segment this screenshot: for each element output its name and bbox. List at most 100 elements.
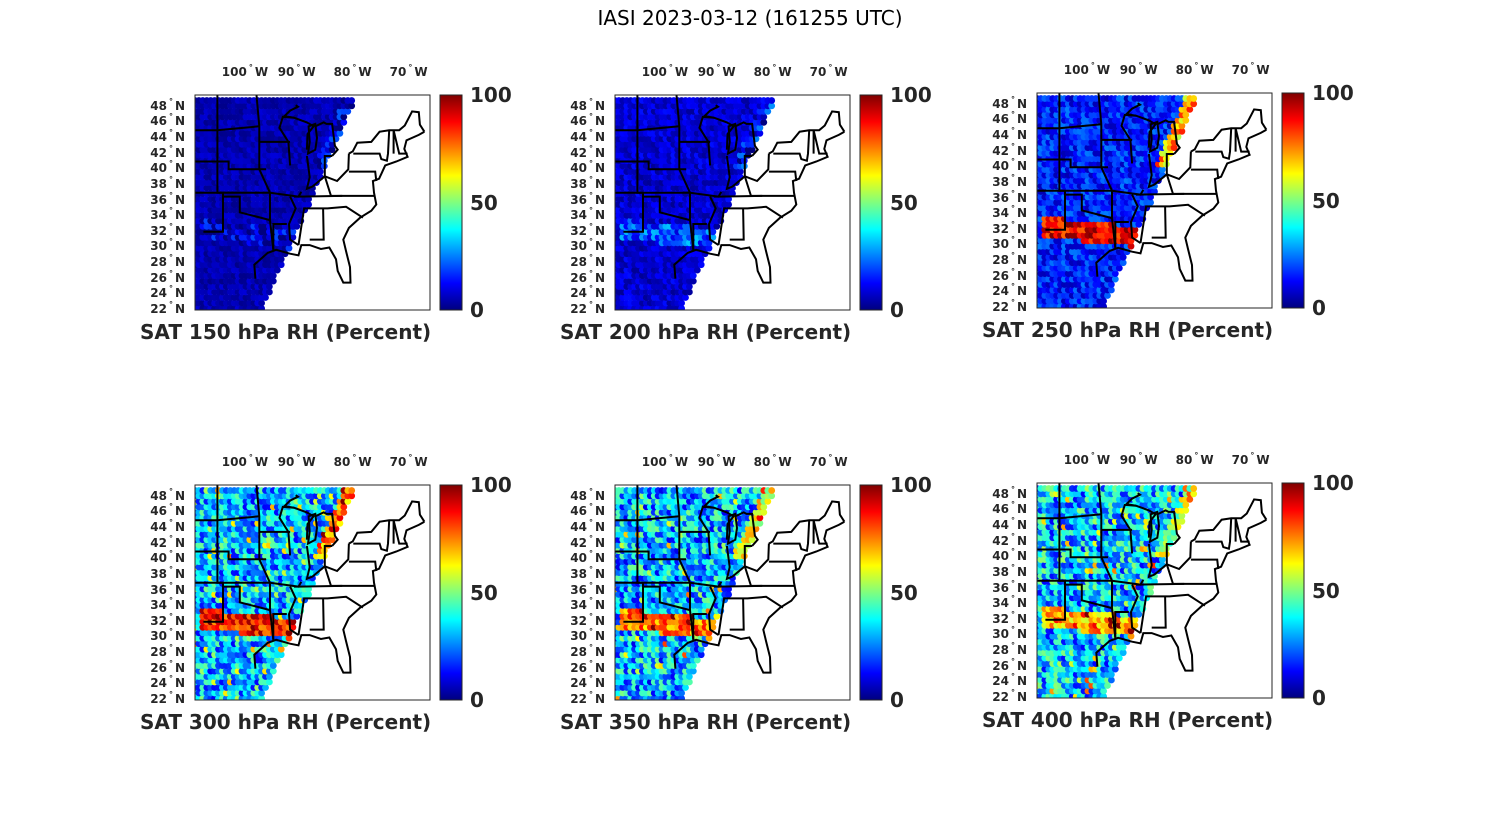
lat-tick-label: 38 ° N bbox=[570, 174, 605, 191]
lat-tick-label: 26 ° N bbox=[150, 658, 185, 675]
rh-footprint bbox=[1100, 303, 1107, 308]
lon-tick-label: 70 ° W bbox=[1231, 61, 1270, 77]
state-boundary bbox=[707, 196, 720, 246]
state-boundary bbox=[294, 191, 303, 198]
lat-tick-label: 40 ° N bbox=[150, 159, 185, 176]
lat-tick-label: 46 ° N bbox=[992, 110, 1027, 127]
rh-footprint bbox=[269, 277, 277, 285]
rh-footprint bbox=[689, 272, 697, 279]
lat-tick-label: 46 ° N bbox=[150, 502, 185, 519]
state-boundary bbox=[297, 595, 364, 636]
lat-tick-label: 22 ° N bbox=[992, 298, 1027, 314]
lat-tick-label: 36 ° N bbox=[570, 190, 605, 207]
rh-footprint bbox=[756, 124, 764, 132]
rh-footprint bbox=[756, 129, 764, 137]
figure-title: IASI 2023-03-12 (161255 UTC) bbox=[597, 6, 903, 30]
lat-tick-label: 32 ° N bbox=[570, 221, 605, 238]
rh-footprint bbox=[686, 283, 693, 290]
lat-tick-label: 44 ° N bbox=[150, 518, 185, 534]
map-panel-300: 100 ° W 90 ° W 80 ° W 70 ° W 48 ° N 46 ° N 44 ° N 42 ° N 40 ° N 38 °… bbox=[140, 450, 560, 770]
rh-footprint bbox=[340, 113, 348, 121]
state-boundary bbox=[309, 598, 325, 631]
rh-footprint bbox=[277, 261, 285, 269]
colorbar-tick-label: 100 bbox=[470, 83, 512, 107]
lat-tick-label: 22 ° N bbox=[150, 690, 185, 706]
lon-tick-label: 80 ° W bbox=[333, 453, 372, 469]
state-boundary bbox=[323, 155, 333, 177]
state-boundary bbox=[1151, 206, 1167, 239]
state-boundary bbox=[287, 196, 300, 246]
lat-tick-label: 30 ° N bbox=[150, 237, 185, 254]
lat-tick-label: 40 ° N bbox=[150, 549, 185, 566]
rh-footprint bbox=[305, 201, 312, 208]
rh-footprint bbox=[273, 266, 281, 274]
colorbar-tick-label: 100 bbox=[1312, 81, 1354, 105]
lat-tick-label: 34 ° N bbox=[992, 204, 1027, 221]
colorbar bbox=[859, 94, 883, 311]
lon-tick-label: 90 ° W bbox=[697, 63, 736, 79]
state-boundary bbox=[812, 129, 828, 155]
lat-tick-label: 28 ° N bbox=[150, 643, 185, 660]
lat-tick-label: 32 ° N bbox=[150, 611, 185, 628]
lat-tick-label: 22 ° N bbox=[570, 300, 605, 316]
rh-footprint bbox=[309, 190, 316, 197]
state-boundary bbox=[643, 195, 691, 222]
rh-footprint bbox=[760, 113, 768, 121]
rh-footprint bbox=[293, 222, 301, 230]
lat-tick-label: 46 ° N bbox=[570, 112, 605, 129]
rh-footprint bbox=[686, 288, 693, 296]
lat-tick-label: 42 ° N bbox=[150, 533, 185, 550]
state-boundary bbox=[272, 223, 287, 250]
state-boundary bbox=[223, 195, 271, 222]
map-frame bbox=[194, 94, 431, 311]
panel-title: SAT 150 hPa RH (Percent) bbox=[140, 320, 432, 344]
rh-footprint bbox=[348, 102, 356, 110]
lat-tick-label: 32 ° N bbox=[992, 219, 1027, 236]
rh-footprint bbox=[748, 146, 756, 154]
state-boundary bbox=[348, 170, 378, 182]
rh-footprint bbox=[258, 305, 265, 310]
state-boundary bbox=[1190, 168, 1220, 180]
colorbar-tick-label: 100 bbox=[470, 473, 512, 497]
state-boundary bbox=[729, 208, 745, 241]
map-panel-150: 100 ° W 90 ° W 80 ° W 70 ° W 48 ° N 46 ° N 44 ° N 42 ° N 40 ° N 38 °… bbox=[140, 60, 560, 380]
rh-footprint bbox=[768, 97, 776, 104]
lat-tick-label: 26 ° N bbox=[570, 268, 605, 285]
rh-map-200 bbox=[614, 94, 883, 311]
rh-footprint bbox=[709, 228, 717, 236]
rh-footprint bbox=[328, 146, 336, 154]
rh-footprint bbox=[266, 288, 273, 296]
state-boundary bbox=[392, 129, 408, 155]
rh-footprint bbox=[713, 222, 721, 230]
lat-tick-label: 24 ° N bbox=[150, 284, 185, 301]
rh-footprint bbox=[678, 305, 685, 310]
rh-footprint bbox=[1104, 292, 1111, 299]
rh-footprint bbox=[316, 168, 324, 175]
state-boundary bbox=[773, 130, 811, 162]
lat-tick-label: 36 ° N bbox=[150, 190, 185, 207]
state-boundary bbox=[725, 153, 770, 191]
rh-footprint bbox=[336, 124, 344, 132]
rh-footprint bbox=[725, 201, 732, 208]
lat-tick-label: 34 ° N bbox=[150, 596, 185, 613]
lat-tick-label: 30 ° N bbox=[570, 237, 605, 254]
state-boundary bbox=[195, 125, 260, 132]
lat-tick-label: 34 ° N bbox=[150, 206, 185, 223]
colorbar-tick-label: 50 bbox=[470, 190, 498, 215]
rh-footprint bbox=[689, 277, 697, 285]
rh-footprint bbox=[336, 129, 344, 137]
lat-tick-label: 48 ° N bbox=[570, 96, 605, 113]
lon-tick-label: 90 ° W bbox=[277, 63, 316, 79]
lon-tick-label: 90 ° W bbox=[277, 453, 316, 469]
lat-tick-label: 36 ° N bbox=[150, 580, 185, 597]
map-panel-250: 100 ° W 90 ° W 80 ° W 70 ° W 48 ° N 46 ° N 44 ° N 42 ° N 40 ° N 38 °… bbox=[982, 58, 1402, 378]
rh-map-250 bbox=[1036, 92, 1305, 309]
rh-footprint bbox=[768, 102, 776, 110]
state-boundary bbox=[768, 110, 846, 155]
colorbar bbox=[439, 94, 463, 311]
rh-footprint bbox=[348, 487, 356, 494]
lat-tick-label: 30 ° N bbox=[992, 235, 1027, 252]
rh-footprint bbox=[736, 168, 744, 175]
rh-footprint bbox=[760, 119, 768, 126]
lat-tick-label: 32 ° N bbox=[150, 221, 185, 238]
